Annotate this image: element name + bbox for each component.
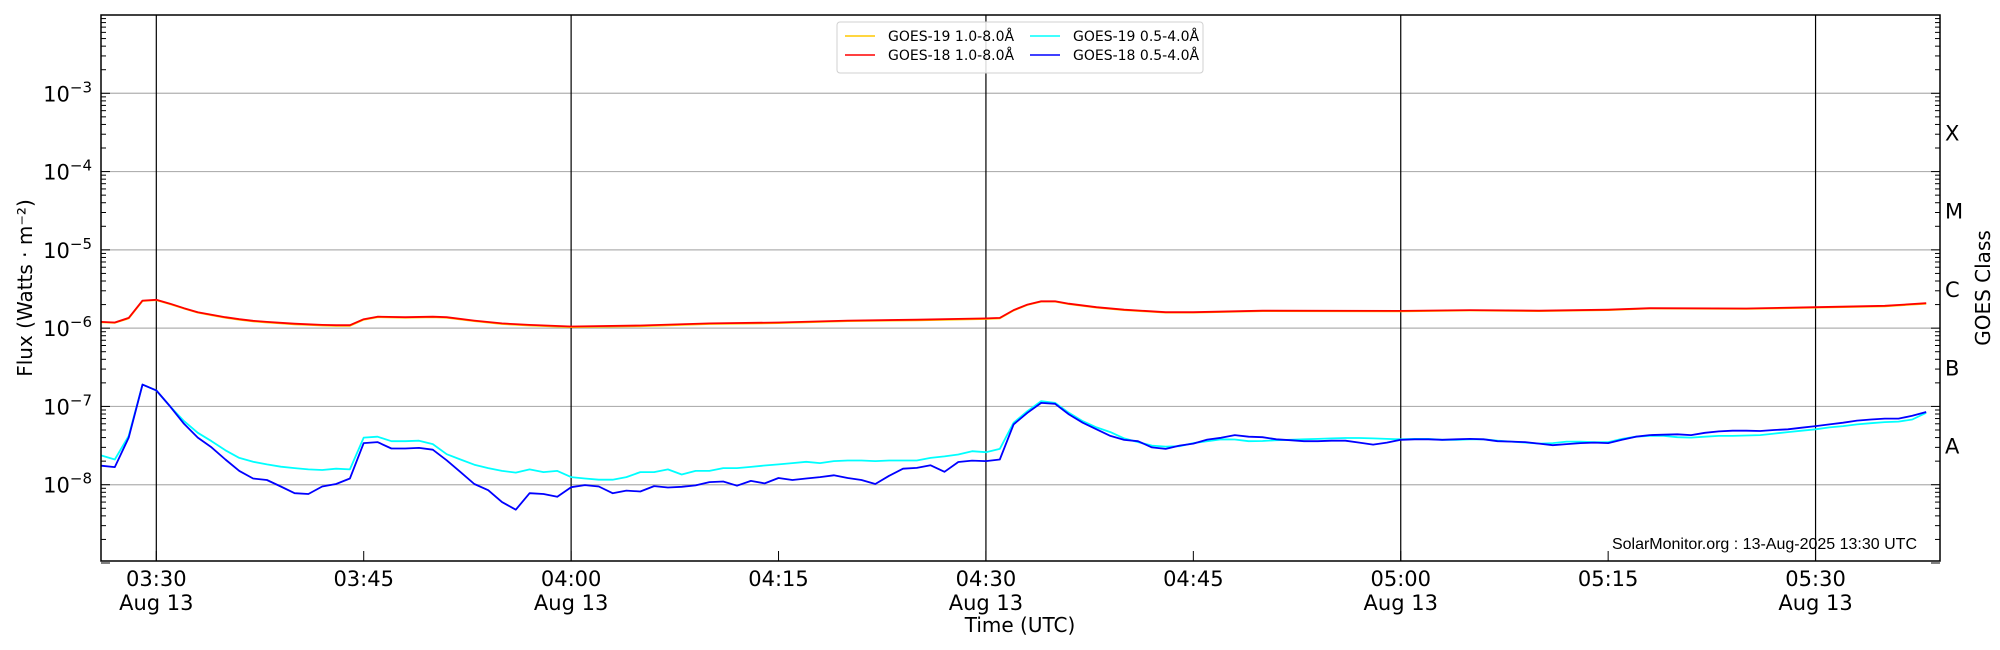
goes-class-label: C — [1945, 278, 1960, 302]
legend-label: GOES-18 1.0-8.0Å — [888, 47, 1014, 64]
grid-lines — [101, 92, 1940, 486]
x-tick-label: 05:15 — [1578, 567, 1639, 591]
y-tick-label: 10−5 — [43, 235, 92, 263]
series-line — [100, 383, 1927, 511]
y-tick-label: 10−4 — [43, 157, 92, 185]
y-tick-labels: 10−8 10−7 10−6 10−5 10−4 10−3 — [43, 78, 92, 497]
x-tick-label: 04:00 — [541, 567, 602, 591]
goes-class-labels: A B C M X — [1945, 121, 1963, 458]
goes-class-label: A — [1945, 435, 1960, 459]
axis-ticks — [101, 18, 1940, 564]
x-tick-label: 03:30 — [126, 567, 187, 591]
series-line — [100, 383, 1927, 481]
x-axis-label: Time (UTC) — [964, 613, 1076, 637]
x-tick-date-label: Aug 13 — [949, 591, 1023, 615]
credit-text: SolarMonitor.org : 13-Aug-2025 13:30 UTC — [1612, 536, 1917, 553]
legend-label: GOES-19 1.0-8.0Å — [888, 28, 1014, 45]
day-marker-lines — [155, 15, 1817, 561]
y-tick-label: 10−6 — [43, 313, 92, 341]
y2-axis-label: GOES Class — [1971, 230, 1995, 346]
legend-label: GOES-18 0.5-4.0Å — [1073, 47, 1199, 64]
goes-class-label: M — [1945, 200, 1963, 224]
x-tick-label: 04:45 — [1163, 567, 1224, 591]
x-tick-label: 04:30 — [956, 567, 1017, 591]
x-tick-date-label: Aug 13 — [1364, 591, 1438, 615]
legend-box — [836, 21, 1204, 74]
series-lines — [100, 298, 1927, 511]
y-tick-label: 10−3 — [43, 78, 92, 106]
series-line — [100, 299, 1927, 329]
plot-frame — [100, 14, 1941, 562]
x-tick-date-label: Aug 13 — [119, 591, 193, 615]
goes-class-label: B — [1945, 356, 1959, 380]
legend-label: GOES-19 0.5-4.0Å — [1073, 28, 1199, 45]
x-tick-date-label: Aug 13 — [534, 591, 608, 615]
goes-class-label: X — [1945, 121, 1959, 145]
series-line — [100, 298, 1927, 328]
x-tick-label: 05:30 — [1785, 567, 1846, 591]
y-axis-label: Flux (Watts · m⁻²) — [13, 199, 37, 377]
y-tick-label: 10−7 — [43, 391, 92, 419]
legend: GOES-19 1.0-8.0Å GOES-18 1.0-8.0Å GOES-19 … — [836, 21, 1204, 74]
x-tick-date-label: Aug 13 — [1778, 591, 1852, 615]
x-tick-label: 05:00 — [1370, 567, 1431, 591]
x-tick-label: 03:45 — [333, 567, 394, 591]
x-tick-label: 04:15 — [748, 567, 809, 591]
y-tick-label: 10−8 — [43, 470, 92, 498]
